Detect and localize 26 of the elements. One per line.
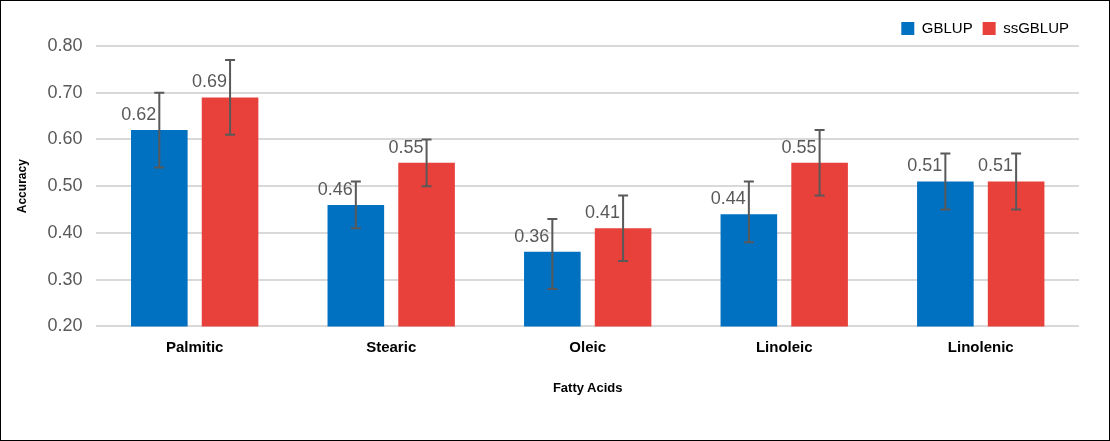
y-tick-label: 0.80 <box>47 34 83 55</box>
y-tick-label: 0.50 <box>47 175 83 196</box>
x-tick-label: Stearic <box>366 337 417 355</box>
data-label: 0.51 <box>978 155 1014 176</box>
x-tick-label: Linoleic <box>755 337 813 355</box>
data-label: 0.41 <box>585 202 621 223</box>
y-tick-label: 0.40 <box>47 221 83 242</box>
data-label: 0.51 <box>907 155 943 176</box>
x-tick-label: Palmitic <box>165 337 224 355</box>
x-tick-label: Linolenic <box>947 337 1014 355</box>
data-label: 0.46 <box>317 178 353 199</box>
data-label: 0.36 <box>514 225 550 246</box>
data-label: 0.62 <box>121 104 157 125</box>
data-label: 0.44 <box>710 188 746 209</box>
x-axis-title: Fatty Acids <box>552 379 623 395</box>
x-tick-label: Oleic <box>569 337 607 355</box>
data-label: 0.55 <box>781 136 817 157</box>
legend-label: GBLUP <box>921 18 973 36</box>
y-tick-label: 0.30 <box>47 268 83 289</box>
data-label: 0.55 <box>388 136 424 157</box>
y-tick-label: 0.20 <box>47 315 83 336</box>
y-axis-title: Accuracy <box>14 158 29 214</box>
data-label: 0.69 <box>192 71 228 92</box>
y-tick-label: 0.70 <box>47 81 83 102</box>
y-tick-label: 0.60 <box>47 128 83 149</box>
legend-label: ssGBLUP <box>1003 18 1070 36</box>
